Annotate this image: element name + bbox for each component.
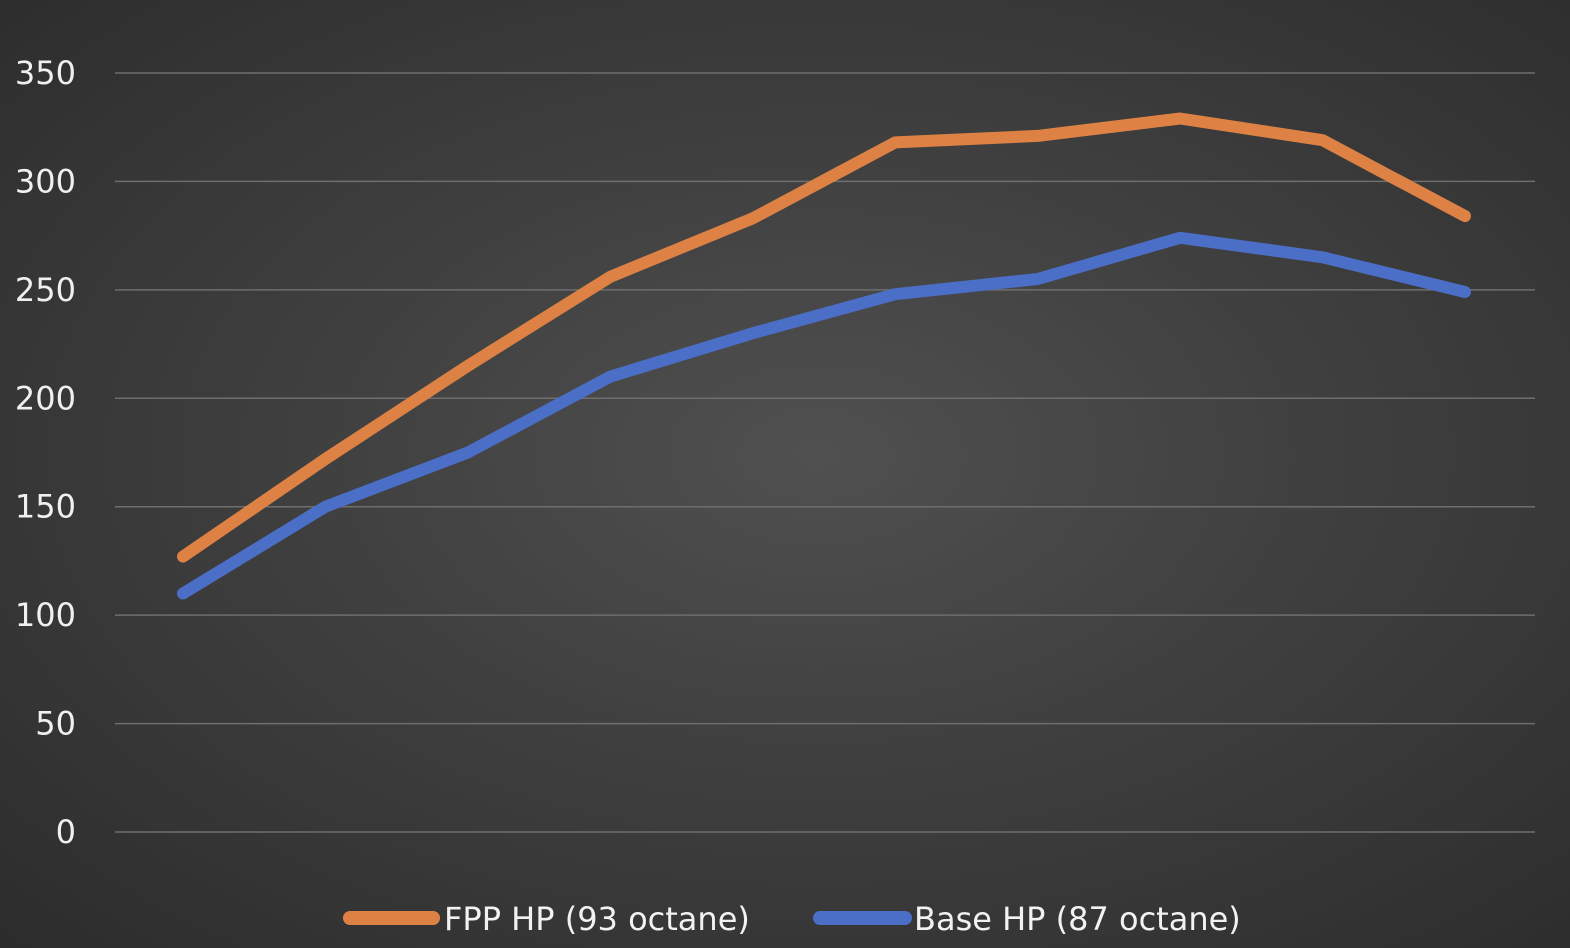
y-tick-label: 200 — [15, 379, 76, 417]
y-tick-label: 250 — [15, 271, 76, 309]
gridlines — [115, 72, 1535, 833]
series-line-fpp-hp — [177, 112, 1471, 563]
series-lines — [177, 112, 1471, 600]
series-line-base-hp — [177, 231, 1471, 600]
y-tick-label: 300 — [15, 162, 76, 200]
y-tick-label: 350 — [15, 54, 76, 92]
y-tick-label: 0 — [56, 813, 76, 851]
y-axis-tick-labels: 0 50 100 150 200 250 300 350 — [15, 54, 76, 851]
legend-label-base-hp: Base HP (87 octane) — [914, 900, 1241, 938]
y-tick-label: 100 — [15, 596, 76, 634]
legend: FPP HP (93 octane) Base HP (87 octane) — [343, 900, 1241, 938]
y-tick-label: 150 — [15, 488, 76, 526]
y-tick-label: 50 — [35, 705, 76, 743]
legend-label-fpp-hp: FPP HP (93 octane) — [444, 900, 750, 938]
